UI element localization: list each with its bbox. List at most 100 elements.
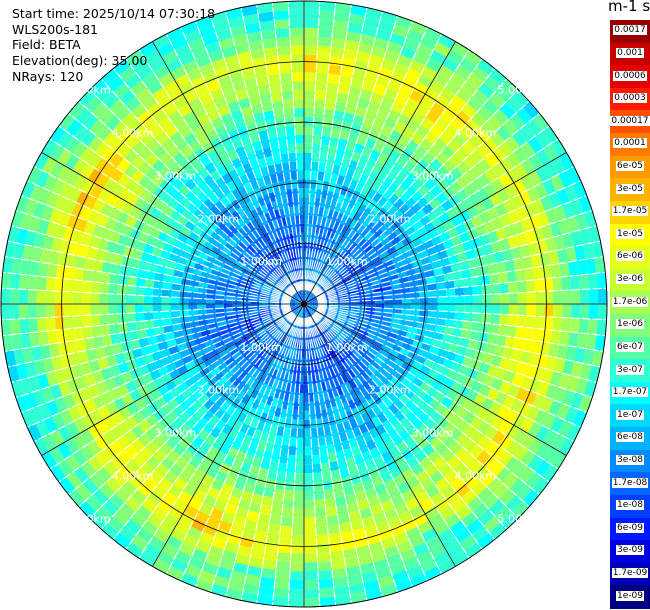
ppi-cell [46,191,60,209]
ppi-cell [105,192,119,207]
ppi-cell [359,562,376,575]
ppi-cell [470,236,482,249]
ppi-cell [462,410,476,425]
ppi-cell [238,329,249,337]
ppi-cell [111,410,125,426]
ppi-cell [137,110,153,126]
ppi-cell [460,268,472,279]
ppi-cell [375,304,385,309]
range-ring-label: 4.00km [455,469,497,482]
ppi-cell [132,410,146,425]
ppi-cell [404,225,417,236]
ppi-cell [304,188,311,198]
ppi-cell [230,25,247,38]
ppi-cell [319,144,330,155]
ppi-cell [198,281,209,289]
ppi-cell [453,243,465,255]
ppi-cell [558,420,573,438]
ppi-cell [493,108,510,126]
ppi-cell [284,117,295,127]
ppi-cell [233,117,247,130]
ppi-cell [407,382,420,394]
ppi-cell [131,57,149,74]
ppi-cell [42,234,55,251]
ppi-cell [256,361,266,372]
ppi-cell [405,172,418,185]
ppi-cell [272,1,289,12]
ppi-cell [161,49,179,65]
ppi-cell [246,376,256,387]
ppi-cell [450,262,461,273]
ray-separator [314,312,540,496]
ppi-cell [109,167,124,183]
ppi-cell [259,373,268,384]
ppi-cell [490,293,501,304]
ppi-cell [350,4,367,17]
ppi-cell [215,211,227,223]
ppi-cell [372,394,383,405]
ppi-cell [246,31,263,43]
ppi-cell [255,279,265,286]
ppi-cell [125,49,144,67]
ppi-cell [331,276,340,283]
ppi-cell [316,179,324,190]
ppi-cell [416,43,434,58]
ppi-cell [244,234,254,245]
azimuth-spoke [41,152,305,305]
ppi-cell [376,390,388,401]
ppi-cell [385,215,397,227]
ppi-cell [243,453,255,465]
ppi-cell [461,140,477,155]
ppi-cell [294,383,300,393]
ppi-cell [469,444,485,459]
ppi-cell [325,331,332,340]
ppi-cell [225,394,236,405]
ppi-cell [107,293,118,304]
ppi-cell [113,397,127,411]
ppi-cell [524,327,535,341]
ppi-cell [235,206,246,218]
ppi-cell [453,461,468,477]
ppi-cell [383,507,399,521]
ppi-cell [99,314,109,326]
ppi-cell [143,543,162,559]
ppi-cell [293,99,304,109]
ppi-cell [28,318,39,333]
ppi-cell [462,438,478,454]
ppi-cell [78,500,96,519]
ppi-cell [530,340,542,354]
ppi-cell [141,520,159,536]
ppi-cell [329,229,337,239]
ppi-cell [410,202,422,215]
ppi-cell [195,219,207,231]
ppi-cell [429,49,447,65]
ppi-cell [363,231,374,241]
ppi-cell [62,393,76,410]
ray-separator [225,11,301,291]
ppi-cell [220,365,232,376]
ppi-cell [412,237,424,248]
ppi-cell [348,13,366,26]
ppi-cell [569,318,580,333]
ppi-cell [131,103,147,119]
ppi-cell [415,124,430,139]
ppi-cell [278,180,286,191]
ppi-cell [200,246,212,256]
ppi-cell [403,37,420,52]
ppi-cell [143,287,154,297]
ppi-cell [333,487,345,498]
ray-separator [316,308,588,414]
ppi-cell [229,524,244,537]
ppi-cell [281,399,289,410]
ppi-cell [264,253,273,263]
ppi-cell [297,428,304,438]
ppi-cell [186,67,203,82]
ppi-cell [391,343,402,353]
ppi-cell [35,420,50,438]
ppi-cell [484,342,496,355]
ppi-cell [588,365,601,383]
ppi-cell [154,130,170,146]
ppi-cell [420,558,438,573]
ppi-cell [288,588,304,599]
ppi-cell [275,237,282,247]
